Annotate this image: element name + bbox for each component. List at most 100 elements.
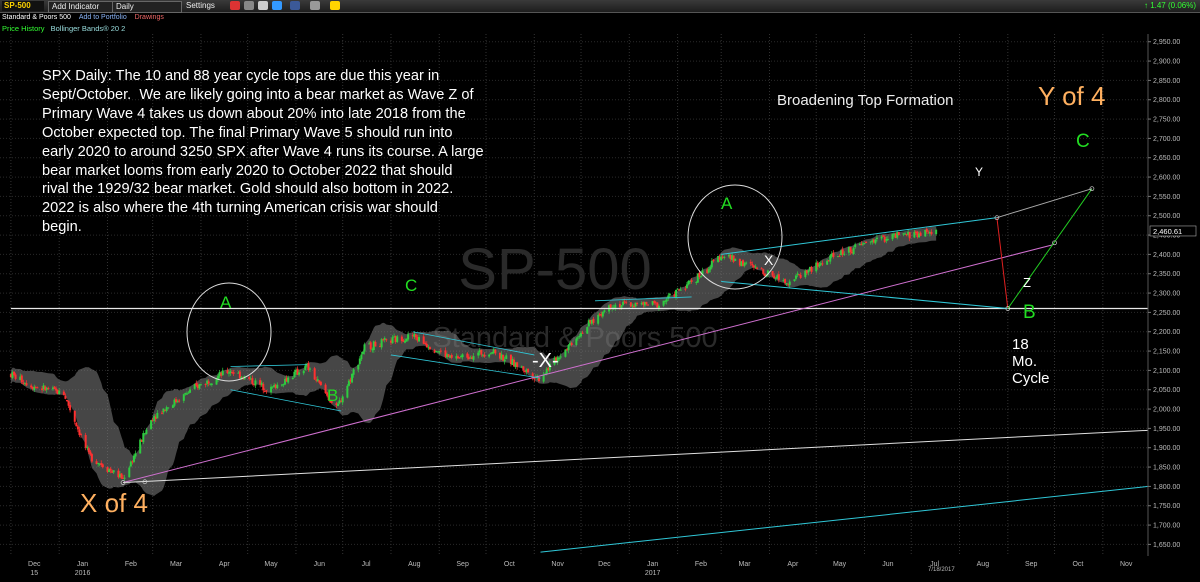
note-icon[interactable] [330, 1, 340, 10]
candle [513, 359, 516, 367]
candle [251, 378, 254, 384]
candle [849, 247, 852, 253]
candle [710, 260, 713, 268]
candle [718, 256, 721, 260]
pivot-marker [142, 479, 148, 485]
candle [763, 273, 766, 277]
candle [424, 343, 427, 345]
camera-icon[interactable] [310, 1, 320, 10]
candle [527, 369, 530, 373]
candle [193, 384, 196, 389]
price-chart[interactable]: SP-500 Standard & Poors 500 2,950.002,90… [0, 34, 1200, 582]
candle [897, 232, 900, 236]
watermark-symbol: SP-500 [458, 237, 651, 302]
interval-label: Daily [116, 2, 134, 11]
candle [576, 337, 579, 339]
candle [891, 234, 894, 240]
candle [276, 384, 279, 389]
candle [198, 384, 201, 389]
candle [69, 405, 72, 411]
price-change: ↑ 1.47 (0.06%) [1143, 1, 1196, 10]
candle [150, 420, 153, 430]
candle [687, 280, 690, 285]
facebook-icon[interactable] [290, 1, 300, 10]
wave-x2: X [764, 252, 774, 268]
candle [438, 351, 441, 353]
candle [696, 273, 699, 283]
candle [569, 342, 572, 345]
x-tick-label: May [833, 561, 847, 568]
candle [646, 304, 649, 306]
y-tick-label: 2,000.00 [1153, 407, 1180, 414]
add-indicator-dropdown[interactable]: Add Indicator [48, 1, 118, 13]
candle [329, 399, 332, 403]
candle [327, 395, 330, 401]
candle [752, 265, 755, 268]
candle [858, 243, 861, 246]
candle [101, 464, 104, 468]
candle [73, 410, 76, 422]
candle [514, 362, 517, 368]
candle [766, 270, 769, 275]
candle [907, 231, 910, 235]
candle [184, 392, 187, 395]
candle [153, 416, 156, 421]
candle [675, 290, 678, 298]
symbol-input[interactable]: SP-500 [2, 1, 44, 11]
x-tick-label: May [264, 561, 278, 568]
trendline-magenta [122, 244, 1054, 484]
trendline-channel [595, 296, 692, 302]
settings-button[interactable]: Settings [186, 1, 215, 11]
candle [542, 374, 545, 382]
candle [609, 304, 612, 308]
candle [400, 336, 403, 342]
candle [164, 409, 167, 411]
candle [919, 232, 922, 236]
candle [645, 301, 648, 305]
candle [782, 280, 785, 282]
candle [466, 353, 469, 358]
legend-bollinger[interactable]: Bollinger Bands® 20 2 [50, 24, 126, 33]
candle [654, 302, 657, 304]
candles [9, 227, 938, 481]
candle [428, 347, 431, 350]
add-portfolio-link[interactable]: Add to Portfolio [78, 14, 127, 21]
twitter-icon[interactable] [272, 1, 282, 10]
x-tick-label: Sep [1025, 561, 1038, 568]
candle [154, 416, 157, 420]
mail-icon[interactable] [258, 1, 268, 10]
candle [204, 383, 207, 385]
circle-wave-a1 [186, 282, 272, 382]
candle [98, 463, 101, 465]
drawings-link[interactable]: Drawings [134, 14, 164, 21]
candle [86, 447, 89, 449]
candle [798, 274, 801, 276]
candle [19, 376, 22, 380]
candle [721, 256, 724, 258]
candle [162, 408, 165, 413]
stop-icon[interactable] [230, 1, 240, 10]
x-tick-label: Apr [219, 561, 231, 568]
candle [252, 383, 255, 385]
interval-dropdown[interactable]: Daily [112, 1, 182, 13]
candle [665, 299, 668, 302]
candle [302, 370, 305, 374]
candle [685, 284, 688, 289]
candle [629, 302, 632, 307]
x-tick-label: Feb [695, 561, 707, 568]
candle [771, 271, 774, 276]
x-tick-label: 2016 [75, 570, 91, 577]
candle [117, 470, 120, 478]
print-icon[interactable] [244, 1, 254, 10]
legend-price-history[interactable]: Price History [2, 24, 45, 33]
candle [745, 262, 748, 264]
candle [75, 422, 78, 427]
x-of-4-label: X of 4 [80, 488, 148, 518]
candle [128, 467, 131, 478]
x-tick-label: Mar [739, 561, 752, 568]
candle [863, 242, 866, 244]
candle [229, 371, 232, 373]
candle [369, 342, 372, 350]
candle [483, 354, 486, 357]
candle [481, 354, 484, 356]
